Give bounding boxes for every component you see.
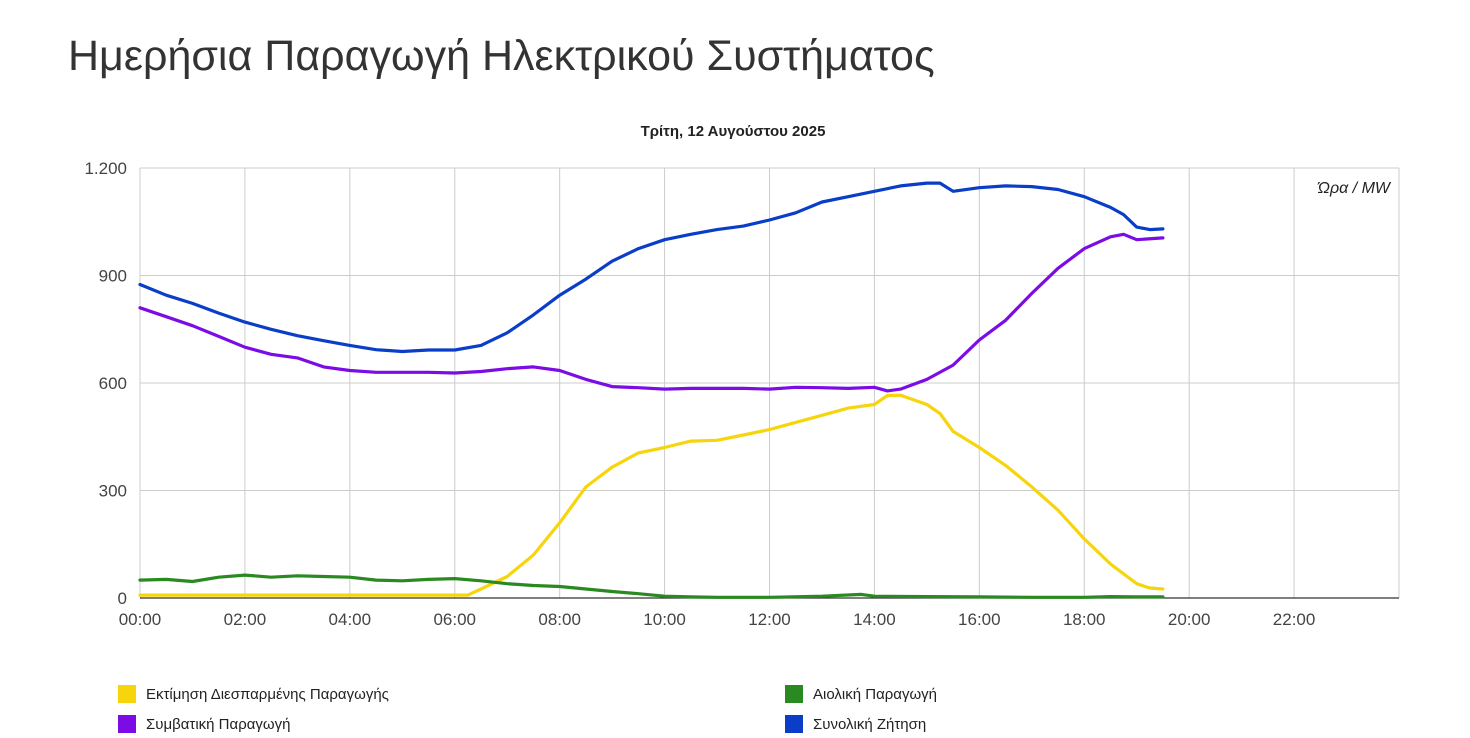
legend-label: Αιολική Παραγωγή bbox=[813, 685, 937, 703]
x-tick-label: 04:00 bbox=[329, 610, 372, 629]
series-line-3 bbox=[138, 181, 1165, 354]
y-tick-label: 300 bbox=[99, 482, 127, 501]
series-line-1 bbox=[138, 573, 1165, 599]
grid bbox=[139, 167, 1400, 598]
legend-swatch-distributed bbox=[118, 685, 136, 703]
y-tick-label: 0 bbox=[118, 589, 127, 608]
legend-item-demand[interactable]: Συνολική Ζήτηση bbox=[785, 713, 926, 735]
unit-label: Ώρα / MW bbox=[1317, 180, 1392, 197]
x-tick-label: 06:00 bbox=[433, 610, 476, 629]
legend-label: Συμβατική Παραγωγή bbox=[146, 715, 291, 733]
legend-item-distributed[interactable]: Εκτίμηση Διεσπαρμένης Παραγωγής bbox=[118, 683, 389, 705]
x-tick-label: 00:00 bbox=[119, 610, 162, 629]
x-tick-label: 16:00 bbox=[958, 610, 1001, 629]
chart-title: Τρίτη, 12 Αυγούστου 2025 bbox=[641, 123, 826, 140]
legend-swatch-wind bbox=[785, 685, 803, 703]
x-tick-label: 10:00 bbox=[643, 610, 686, 629]
x-tick-label: 02:00 bbox=[224, 610, 267, 629]
legend-swatch-demand bbox=[785, 715, 803, 733]
x-tick-label: 22:00 bbox=[1273, 610, 1316, 629]
legend-item-wind[interactable]: Αιολική Παραγωγή bbox=[785, 683, 937, 705]
x-tick-label: 12:00 bbox=[748, 610, 791, 629]
daily-production-chart: Τρίτη, 12 Αυγούστου 2025 0 300 600 900 1.200… bbox=[84, 123, 1400, 629]
legend-item-conventional[interactable]: Συμβατική Παραγωγή bbox=[118, 713, 290, 735]
series-line-2 bbox=[138, 232, 1165, 393]
legend-label: Συνολική Ζήτηση bbox=[813, 715, 927, 733]
legend-label: Εκτίμηση Διεσπαρμένης Παραγωγής bbox=[146, 685, 389, 703]
x-tick-label: 08:00 bbox=[538, 610, 581, 629]
x-tick-label: 20:00 bbox=[1168, 610, 1211, 629]
axes: 0 300 600 900 1.200 00:00 02:00 04:00 06:00 08:00… bbox=[84, 159, 1399, 629]
legend-swatch-conventional bbox=[118, 715, 136, 733]
y-tick-label: 1.200 bbox=[84, 159, 127, 178]
page-title: Ημερήσια Παραγωγή Ηλεκτρικού Συστήματος bbox=[68, 32, 935, 80]
series-line-0 bbox=[138, 393, 1165, 597]
x-tick-label: 18:00 bbox=[1063, 610, 1106, 629]
y-tick-label: 900 bbox=[99, 267, 127, 286]
legend: Εκτίμηση Διεσπαρμένης Παραγωγής Αιολική … bbox=[118, 683, 1418, 735]
series-lines bbox=[138, 181, 1165, 599]
y-tick-label: 600 bbox=[99, 374, 127, 393]
x-tick-label: 14:00 bbox=[853, 610, 896, 629]
